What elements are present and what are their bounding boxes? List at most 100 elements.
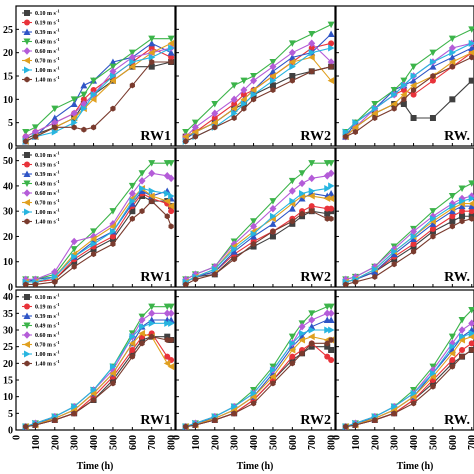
x-tick-label: 500 [269, 435, 280, 450]
data-point [109, 63, 117, 71]
data-point [269, 198, 277, 205]
legend-entry: 0.60 m s-1 [35, 47, 60, 56]
data-point [343, 133, 349, 140]
y-tick-label: 15 [3, 376, 13, 387]
x-tick-label: 500 [429, 435, 440, 450]
data-point [299, 210, 305, 217]
y-tick-label: 40 [3, 181, 13, 192]
y-tick-label: 20 [3, 48, 13, 59]
legend-marker [24, 350, 31, 358]
legend-marker [24, 360, 30, 367]
data-point [308, 326, 316, 334]
x-tick-label: 200 [210, 435, 221, 450]
data-point [391, 261, 397, 268]
data-point [70, 96, 78, 103]
data-point [449, 202, 456, 210]
data-point [429, 369, 437, 377]
data-point [211, 119, 218, 127]
data-point [328, 357, 335, 363]
x-tick-label: 200 [50, 435, 61, 450]
data-point [192, 133, 198, 140]
x-tick-label: 400 [89, 435, 100, 450]
data-point [328, 347, 335, 353]
data-point [182, 133, 189, 141]
legend-marker [23, 341, 30, 348]
legend-entry: 0.10 m s-1 [35, 151, 60, 160]
data-point [299, 350, 305, 357]
data-point [371, 101, 379, 108]
data-point [298, 170, 306, 177]
data-point [324, 353, 331, 360]
y-tick-label: 25 [3, 342, 13, 353]
legend-entry: 0.39 m s-1 [35, 170, 60, 179]
data-point [80, 81, 88, 89]
data-point [410, 115, 417, 121]
data-point [468, 333, 474, 340]
legend-entry: 0.39 m s-1 [35, 312, 60, 321]
data-point [288, 40, 296, 47]
data-point [328, 205, 335, 212]
data-point [167, 49, 175, 56]
data-point [139, 184, 146, 192]
data-point [343, 423, 349, 430]
data-point [240, 91, 247, 98]
chart-panel: RW1 0.10 m s-10.19 m s-10.39 m s-10.49 m … [15, 5, 176, 147]
data-point [299, 189, 306, 197]
data-point [109, 369, 116, 377]
data-point [250, 400, 257, 407]
data-point [138, 187, 146, 194]
data-point [231, 256, 237, 263]
data-point [327, 189, 335, 197]
data-point [308, 333, 315, 341]
data-point [148, 160, 156, 167]
data-point [289, 77, 295, 84]
data-point [342, 128, 350, 136]
data-point [269, 212, 277, 220]
data-point [299, 329, 306, 337]
data-point [110, 380, 116, 387]
y-tick-label: 10 [3, 95, 13, 106]
data-point [139, 340, 145, 347]
series-group [22, 160, 175, 287]
data-point [129, 197, 136, 205]
data-point [400, 81, 408, 89]
x-tick-label: 100 [191, 435, 202, 450]
data-point [429, 373, 436, 381]
legend-marker [23, 57, 30, 64]
panel-label: RW1 [140, 270, 171, 285]
data-point [468, 49, 474, 56]
data-point [109, 363, 117, 371]
data-point [70, 237, 78, 246]
data-point [71, 403, 78, 411]
data-point [110, 105, 116, 112]
data-point [468, 77, 474, 84]
series-group [22, 303, 175, 430]
data-point [400, 101, 407, 107]
data-point [449, 49, 456, 57]
data-point [458, 317, 466, 324]
data-point [429, 208, 437, 215]
data-point [167, 202, 175, 210]
x-tick-label: 700 [307, 435, 318, 450]
panel-frame [175, 147, 336, 288]
series-line [25, 47, 172, 142]
data-point [90, 235, 97, 243]
y-tick-label: 30 [3, 207, 13, 218]
data-point [324, 210, 331, 217]
x-tick-label: 100 [351, 435, 362, 450]
data-point [400, 91, 407, 99]
data-point [410, 232, 418, 240]
data-point [323, 172, 331, 180]
x-tick-label: 100 [31, 435, 42, 450]
data-point [138, 329, 146, 337]
data-point [448, 53, 456, 61]
data-point [90, 240, 98, 248]
data-point [372, 417, 378, 423]
data-point [192, 276, 198, 283]
data-point [269, 72, 276, 80]
data-point [80, 91, 88, 99]
y-tick-label: 0 [8, 142, 13, 153]
data-point [164, 353, 171, 360]
x-tick-label: 300 [70, 435, 81, 450]
data-point [139, 208, 145, 215]
